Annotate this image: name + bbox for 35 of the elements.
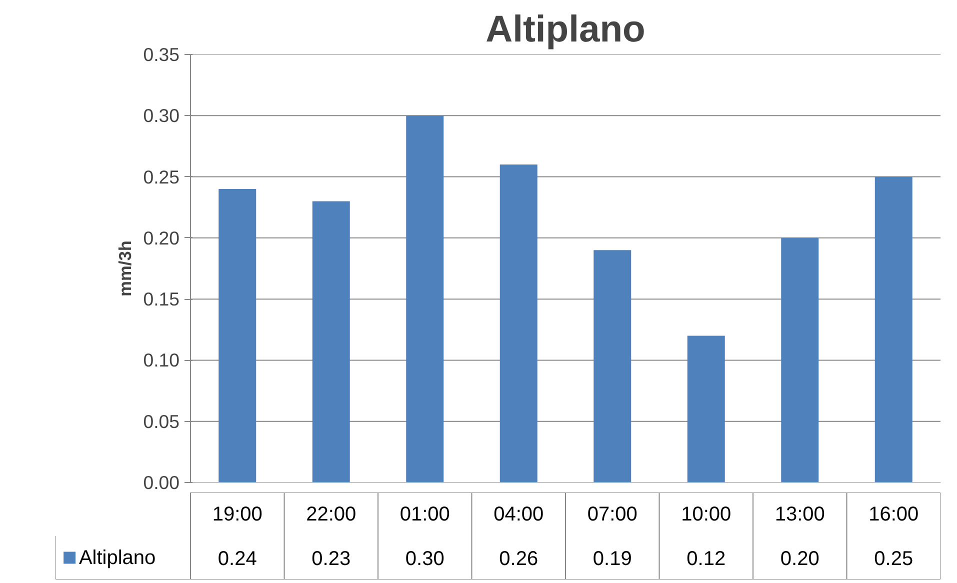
y-tick-label: 0.25: [143, 166, 180, 188]
y-tick-label: 0.35: [143, 44, 180, 65]
bar: [874, 176, 912, 482]
x-tick-label: 19:00: [212, 503, 262, 526]
bar: [312, 201, 350, 482]
x-tick-label: 22:00: [306, 503, 356, 526]
bar: [218, 189, 256, 482]
bar: [406, 116, 444, 482]
x-tick-label: 04:00: [494, 503, 544, 526]
y-axis-title: mm/3h: [115, 240, 136, 296]
bar: [781, 238, 819, 482]
data-label: 0.26: [499, 548, 538, 570]
y-tick-label: 0.00: [143, 472, 180, 493]
x-tick-label: 16:00: [868, 503, 919, 526]
legend-label: Altiplano: [78, 546, 156, 569]
x-tick-label: 07:00: [587, 503, 638, 526]
y-tick-label: 0.20: [143, 227, 180, 248]
data-label: 0.23: [312, 548, 351, 570]
y-tick-label: 0.15: [143, 288, 180, 310]
y-tick-label: 0.30: [143, 105, 180, 126]
data-label: 0.20: [780, 548, 820, 570]
bar: [687, 336, 725, 482]
bar: [500, 164, 538, 482]
chart-title: Altiplano: [486, 8, 646, 50]
data-label: 0.30: [405, 548, 444, 570]
bar: [594, 250, 632, 482]
data-label: 0.25: [874, 548, 914, 570]
data-label: 0.12: [686, 548, 726, 570]
y-tick-label: 0.10: [143, 350, 180, 371]
y-tick-label: 0.05: [143, 410, 180, 432]
x-tick-label: 10:00: [681, 503, 732, 526]
data-label: 0.19: [592, 548, 632, 570]
x-tick-label: 13:00: [774, 503, 825, 526]
x-tick-label: 01:00: [400, 503, 450, 526]
data-label: 0.24: [218, 548, 257, 570]
